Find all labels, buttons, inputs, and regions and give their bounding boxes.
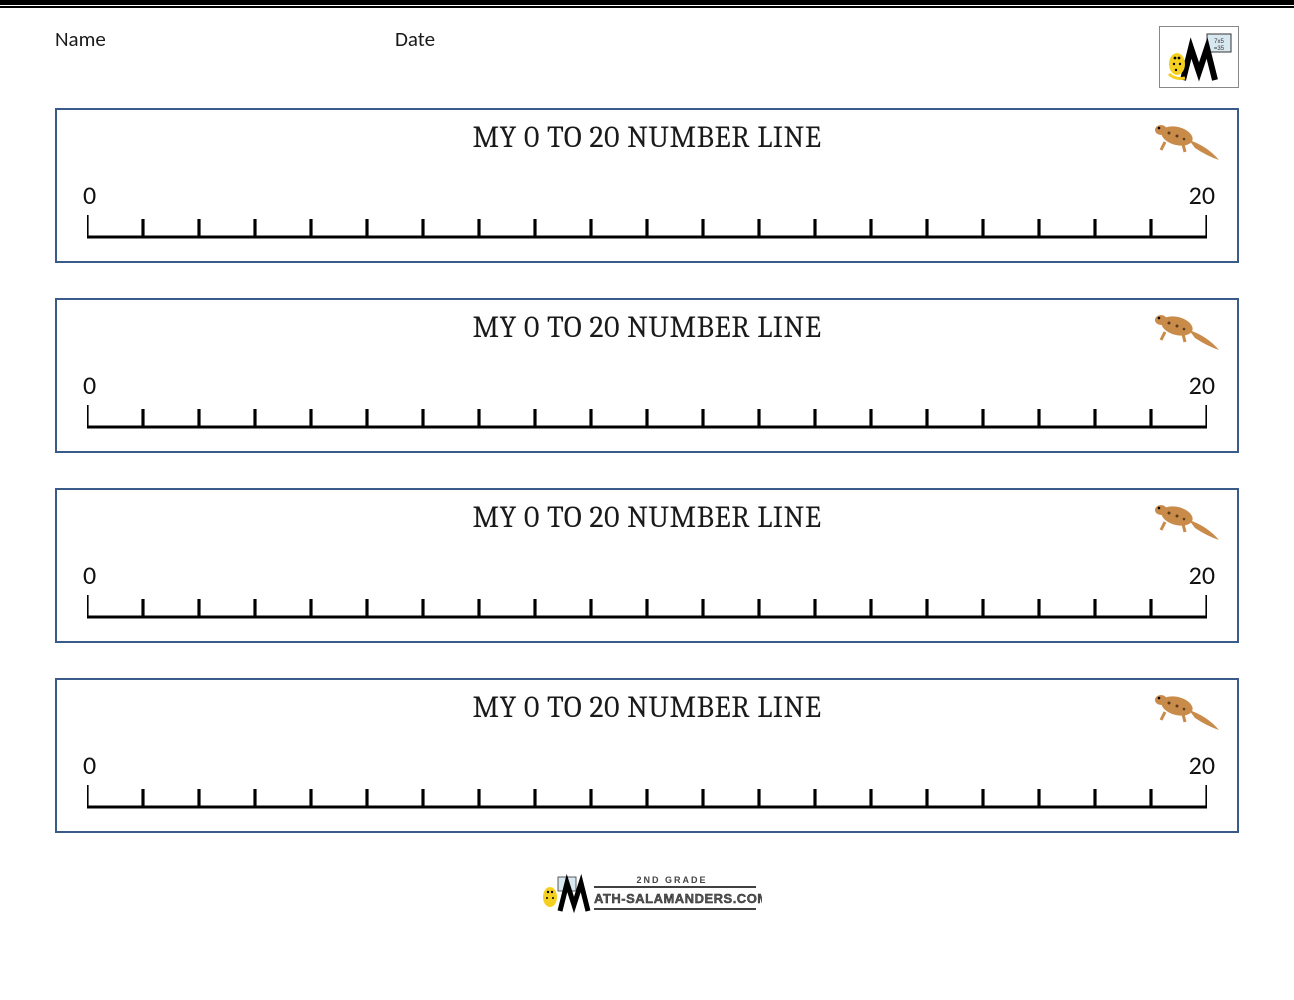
panel-title: MY 0 TO 20 NUMBER LINE — [77, 310, 1217, 345]
panels-container: MY 0 TO 20 NUMBER LINE 020 MY 0 TO 20 NU… — [0, 108, 1294, 833]
number-line: 020 — [87, 207, 1207, 243]
header-row: Name Date 7x5 =35 — [0, 26, 1294, 88]
footer-grade-text: 2ND GRADE — [636, 875, 707, 885]
name-label: Name — [55, 26, 395, 52]
number-line-panel: MY 0 TO 20 NUMBER LINE 020 — [55, 678, 1239, 833]
brand-logo-box: 7x5 =35 — [1159, 26, 1239, 88]
number-line-start-label: 0 — [83, 369, 96, 401]
number-line-start-label: 0 — [83, 749, 96, 781]
brand-logo-icon: 7x5 =35 — [1163, 30, 1235, 84]
salamander-icon — [1147, 116, 1225, 170]
number-line-end-label: 20 — [1189, 749, 1215, 781]
date-label: Date — [395, 26, 1159, 52]
svg-text:7x5: 7x5 — [1214, 39, 1224, 45]
panel-title: MY 0 TO 20 NUMBER LINE — [77, 690, 1217, 725]
salamander-icon — [1147, 306, 1225, 360]
number-line-start-label: 0 — [83, 559, 96, 591]
panel-title: MY 0 TO 20 NUMBER LINE — [77, 500, 1217, 535]
page-top-rule — [0, 0, 1294, 8]
panel-title: MY 0 TO 20 NUMBER LINE — [77, 120, 1217, 155]
number-line: 020 — [87, 777, 1207, 813]
svg-text:=35: =35 — [1214, 46, 1225, 52]
number-line: 020 — [87, 397, 1207, 433]
number-line-end-label: 20 — [1189, 369, 1215, 401]
salamander-icon — [1147, 686, 1225, 740]
number-line-panel: MY 0 TO 20 NUMBER LINE 020 — [55, 108, 1239, 263]
number-line-panel: MY 0 TO 20 NUMBER LINE 020 — [55, 298, 1239, 453]
footer-logo-icon: 2ND GRADE ATH-SALAMANDERS.COM — [532, 863, 762, 918]
footer-site-text: ATH-SALAMANDERS.COM — [594, 891, 762, 906]
number-line-end-label: 20 — [1189, 559, 1215, 591]
salamander-icon — [1147, 496, 1225, 550]
number-line-end-label: 20 — [1189, 179, 1215, 211]
number-line-start-label: 0 — [83, 179, 96, 211]
footer: 2ND GRADE ATH-SALAMANDERS.COM — [0, 863, 1294, 922]
number-line-panel: MY 0 TO 20 NUMBER LINE 020 — [55, 488, 1239, 643]
number-line: 020 — [87, 587, 1207, 623]
